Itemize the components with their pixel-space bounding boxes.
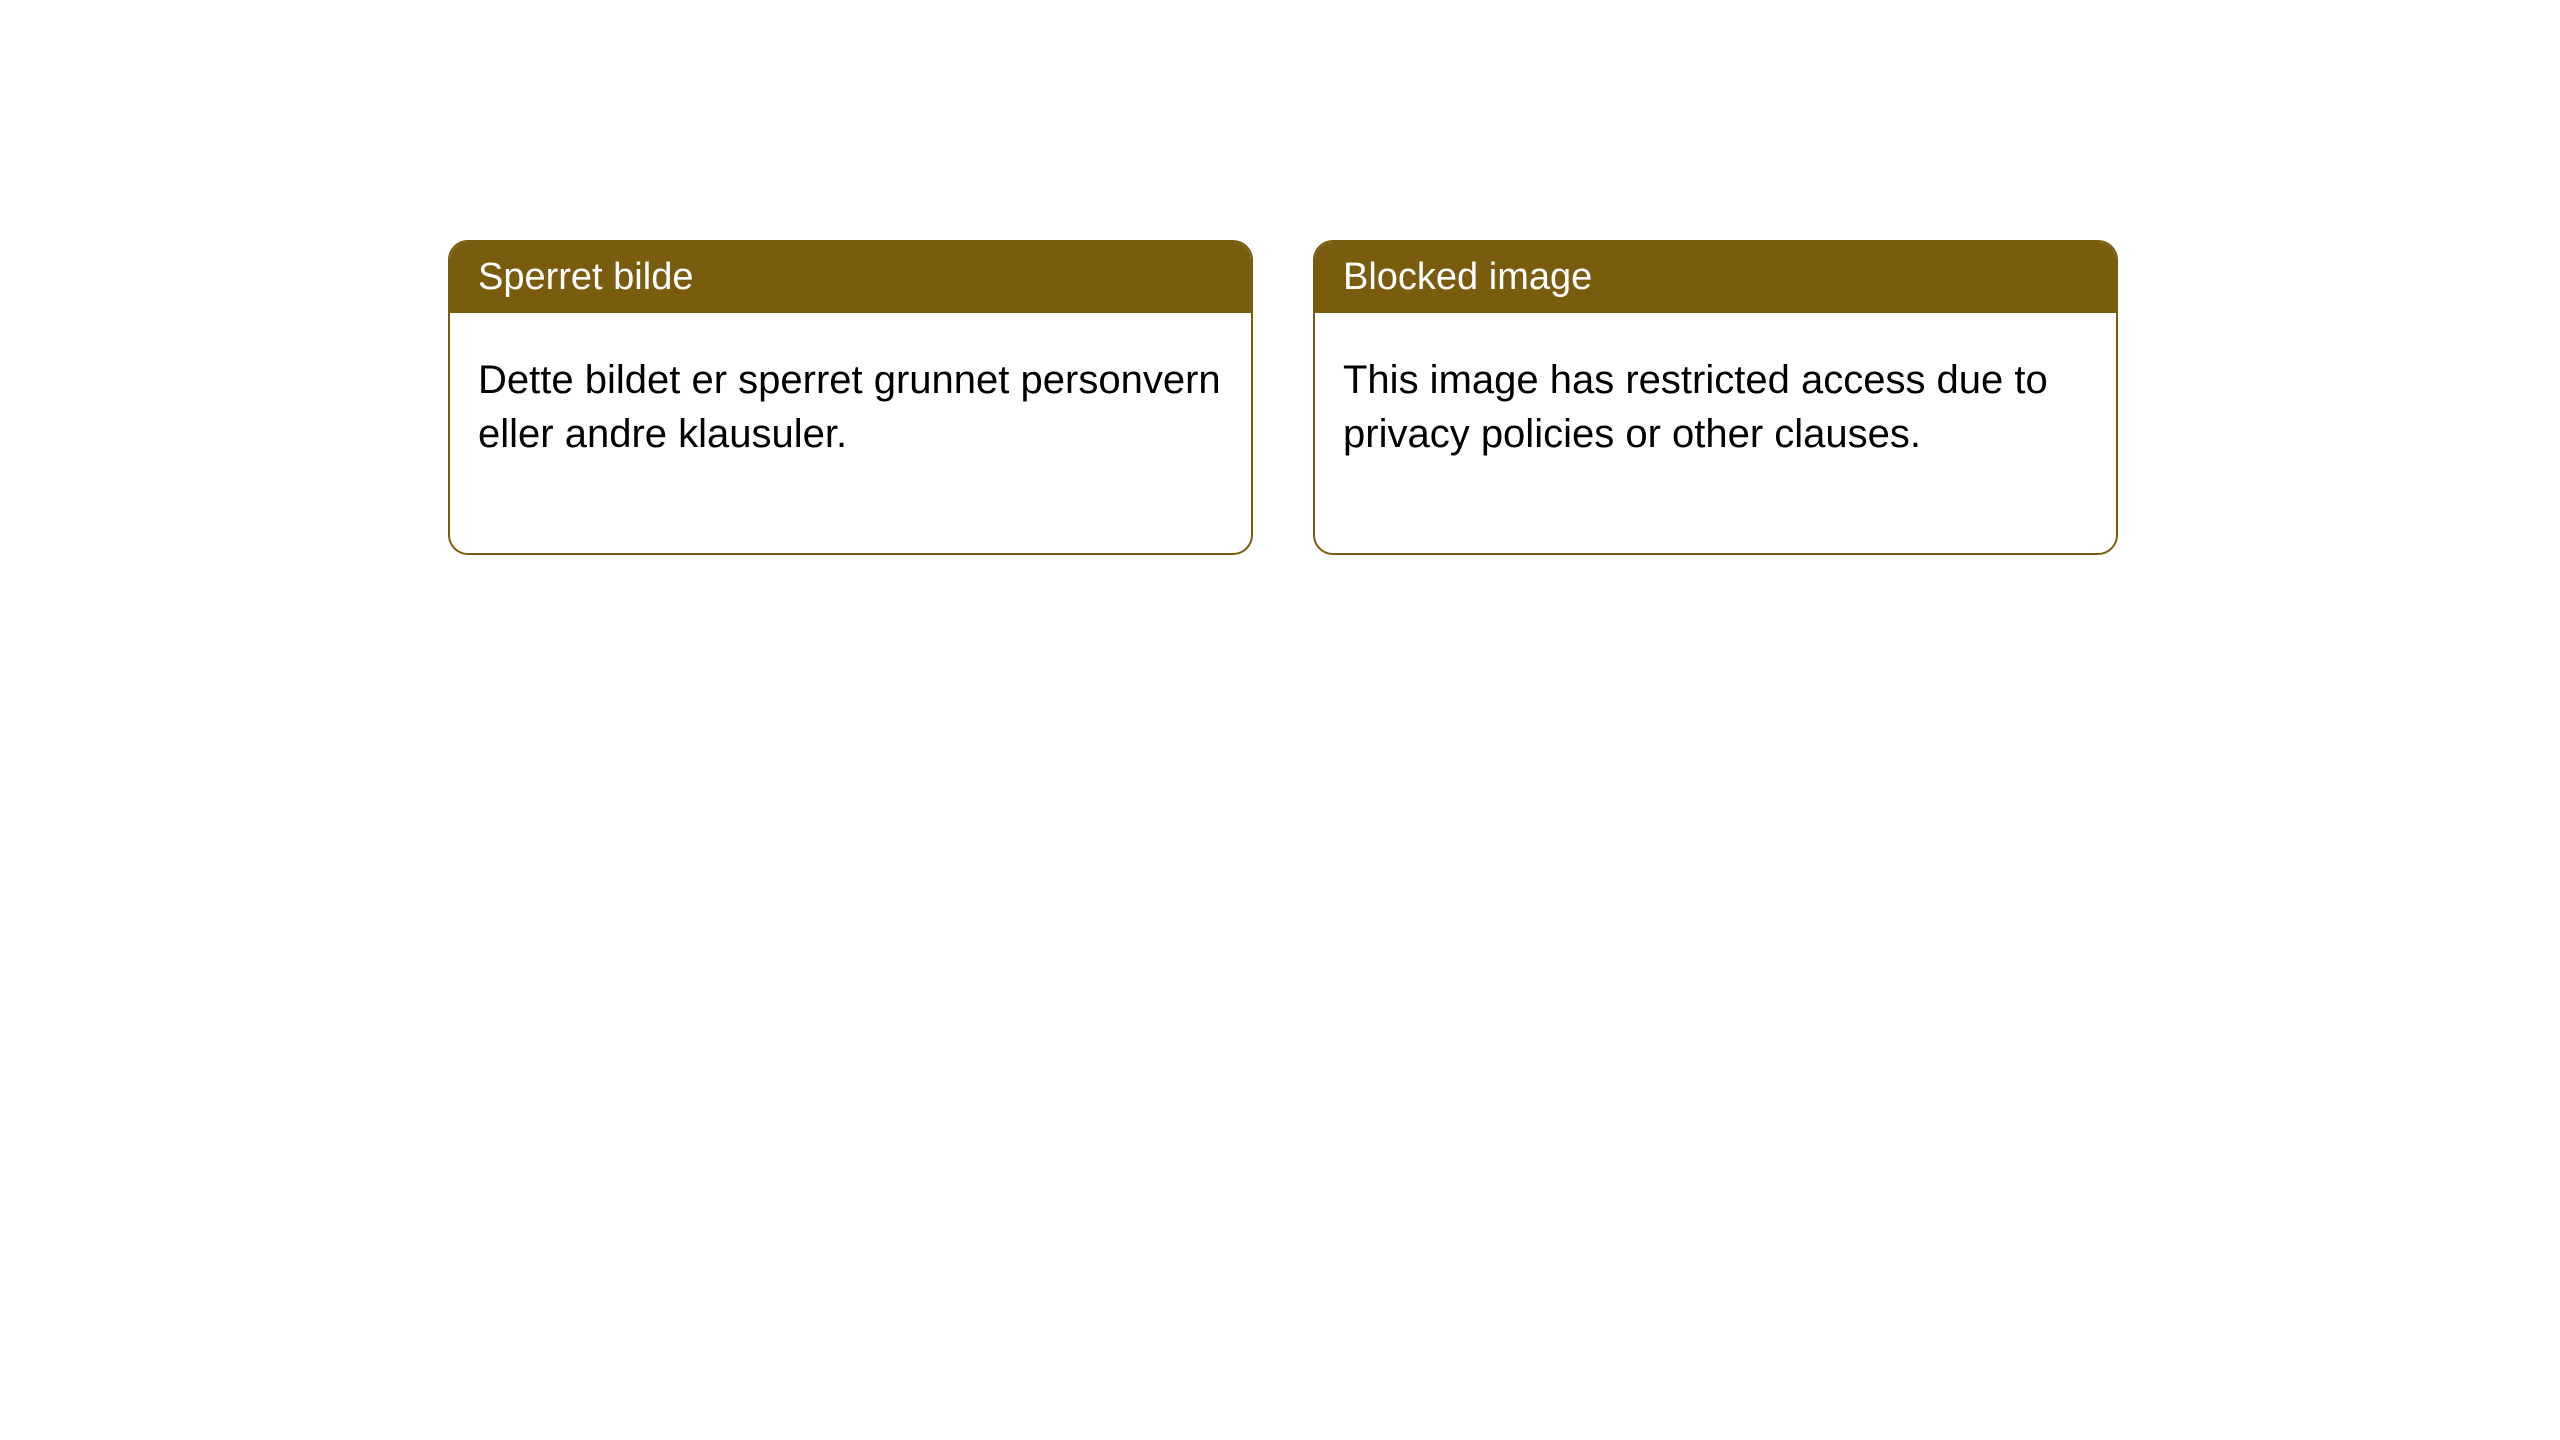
card-header: Blocked image	[1315, 242, 2116, 313]
notice-cards-container: Sperret bilde Dette bildet er sperret gr…	[448, 240, 2560, 555]
card-body: Dette bildet er sperret grunnet personve…	[450, 313, 1251, 553]
card-body: This image has restricted access due to …	[1315, 313, 2116, 553]
card-title: Blocked image	[1343, 256, 1592, 298]
card-header: Sperret bilde	[450, 242, 1251, 313]
card-title: Sperret bilde	[478, 256, 693, 298]
notice-card-norwegian: Sperret bilde Dette bildet er sperret gr…	[448, 240, 1253, 555]
card-body-text: Dette bildet er sperret grunnet personve…	[478, 358, 1221, 456]
card-body-text: This image has restricted access due to …	[1343, 358, 2048, 456]
notice-card-english: Blocked image This image has restricted …	[1313, 240, 2118, 555]
